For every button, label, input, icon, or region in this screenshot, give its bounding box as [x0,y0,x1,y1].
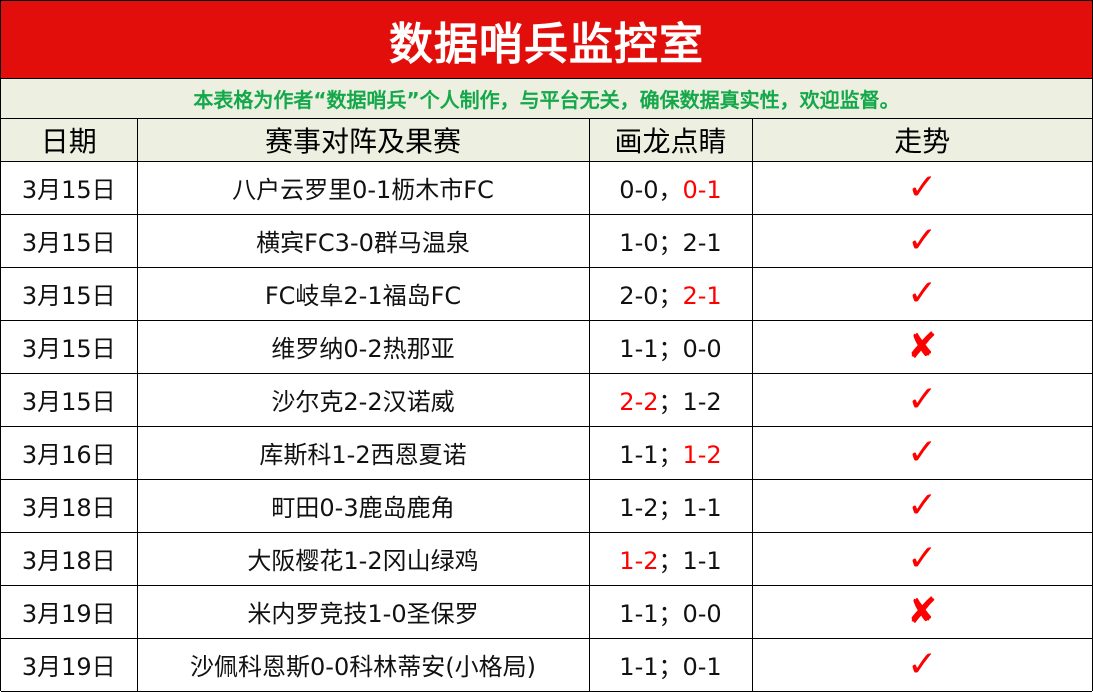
header-match: 赛事对阵及果赛 [136,119,590,162]
check-icon: ✓ [907,167,938,208]
pick-2: 0-0 [682,335,722,363]
pick-cell: 1-0；2-1 [588,213,753,268]
match-cell: 大阪樱花1-2冈山绿鸡 [136,531,590,586]
table-row: 3月18日 町田0-3鹿岛鹿角 1-2；1-1 ✓ [1,478,1092,533]
pick-cell: 1-1；0-0 [588,319,753,374]
trend-cell: ✓ [751,478,1092,533]
match-cell: 米内罗竞技1-0圣保罗 [136,584,590,639]
date-cell: 3月18日 [1,478,138,533]
trend-cell: ✓ [751,425,1092,480]
date-cell: 3月15日 [1,319,138,374]
table-row: 3月15日 FC岐阜2-1福岛FC 2-0；2-1 ✓ [1,266,1092,321]
check-icon: ✓ [907,379,938,420]
check-icon: ✓ [907,485,938,526]
pick-1: 1-2 [619,547,659,575]
table-row: 3月15日 八户云罗里0-1枥木市FC 0-0，0-1 ✓ [1,161,1092,215]
pick-2: 1-2 [682,441,722,469]
pick-separator: ； [658,494,683,522]
table-row: 3月19日 米内罗竞技1-0圣保罗 1-1；0-0 ✘ [1,584,1092,639]
pick-1: 1-1 [619,441,659,469]
table-row: 3月15日 维罗纳0-2热那亚 1-1；0-0 ✘ [1,319,1092,374]
pick-separator: ； [658,229,683,257]
pick-cell: 2-0；2-1 [588,266,753,321]
trend-cell: ✘ [751,319,1092,374]
pick-separator: ； [658,600,683,628]
cross-icon: ✘ [907,326,938,367]
pick-2: 2-1 [682,229,722,257]
trend-cell: ✓ [751,266,1092,321]
pick-separator: ， [658,176,683,204]
pick-2: 1-2 [682,388,722,416]
pick-separator: ； [658,547,683,575]
pick-2: 0-0 [682,600,722,628]
table-row: 3月15日 沙尔克2-2汉诺威 2-2；1-2 ✓ [1,372,1092,427]
check-icon: ✓ [907,432,938,473]
pick-cell: 1-2；1-1 [588,478,753,533]
results-table: 日期 赛事对阵及果赛 画龙点睛 走势 3月15日 八户云罗里0-1枥木市FC 0-0… [1,119,1092,692]
pick-cell: 2-2；1-2 [588,372,753,427]
header-pick: 画龙点睛 [588,119,753,162]
pick-2: 1-1 [682,494,722,522]
pick-1: 2-0 [619,282,659,310]
pick-separator: ； [658,388,683,416]
date-cell: 3月19日 [1,637,138,692]
check-icon: ✓ [907,538,938,579]
pick-1: 1-1 [619,600,659,628]
date-cell: 3月15日 [1,372,138,427]
pick-cell: 1-1；0-0 [588,584,753,639]
date-cell: 3月18日 [1,531,138,586]
match-cell: 横宾FC3-0群马温泉 [136,213,590,268]
pick-separator: ； [658,653,683,681]
pick-cell: 0-0，0-1 [588,161,753,215]
pick-1: 1-2 [619,494,659,522]
pick-2: 0-1 [682,653,722,681]
header-date: 日期 [1,119,138,162]
pick-separator: ； [658,282,683,310]
pick-separator: ； [658,335,683,363]
trend-cell: ✘ [751,584,1092,639]
pick-2: 0-1 [682,176,722,204]
trend-cell: ✓ [751,161,1092,215]
match-cell: FC岐阜2-1福岛FC [136,266,590,321]
check-icon: ✓ [907,273,938,314]
match-cell: 库斯科1-2西恩夏诺 [136,425,590,480]
pick-2: 2-1 [682,282,722,310]
pick-1: 1-1 [619,653,659,681]
match-cell: 沙佩科恩斯0-0科林蒂安(小格局) [136,637,590,692]
pick-1: 2-2 [619,388,659,416]
pick-2: 1-1 [682,547,722,575]
date-cell: 3月15日 [1,266,138,321]
date-cell: 3月15日 [1,213,138,268]
match-cell: 沙尔克2-2汉诺威 [136,372,590,427]
table-row: 3月16日 库斯科1-2西恩夏诺 1-1；1-2 ✓ [1,425,1092,480]
check-icon: ✓ [907,220,938,261]
date-cell: 3月15日 [1,161,138,215]
pick-cell: 1-1；0-1 [588,637,753,692]
trend-cell: ✓ [751,372,1092,427]
match-cell: 町田0-3鹿岛鹿角 [136,478,590,533]
cross-icon: ✘ [907,591,938,632]
pick-1: 1-0 [619,229,659,257]
match-cell: 八户云罗里0-1枥木市FC [136,161,590,215]
trend-cell: ✓ [751,637,1092,692]
table-row: 3月15日 横宾FC3-0群马温泉 1-0；2-1 ✓ [1,213,1092,268]
pick-cell: 1-2；1-1 [588,531,753,586]
pick-cell: 1-1；1-2 [588,425,753,480]
check-icon: ✓ [907,644,938,685]
header-row: 日期 赛事对阵及果赛 画龙点睛 走势 [1,119,1092,162]
page-title: 数据哨兵监控室 [1,1,1092,79]
pick-1: 1-1 [619,335,659,363]
pick-separator: ； [658,441,683,469]
date-cell: 3月19日 [1,584,138,639]
disclaimer: 本表格为作者“数据哨兵”个人制作，与平台无关，确保数据真实性，欢迎监督。 [1,79,1092,119]
trend-cell: ✓ [751,213,1092,268]
match-cell: 维罗纳0-2热那亚 [136,319,590,374]
pick-1: 0-0 [619,176,659,204]
table-row: 3月19日 沙佩科恩斯0-0科林蒂安(小格局) 1-1；0-1 ✓ [1,637,1092,692]
trend-cell: ✓ [751,531,1092,586]
header-trend: 走势 [751,119,1092,162]
table-row: 3月18日 大阪樱花1-2冈山绿鸡 1-2；1-1 ✓ [1,531,1092,586]
date-cell: 3月16日 [1,425,138,480]
